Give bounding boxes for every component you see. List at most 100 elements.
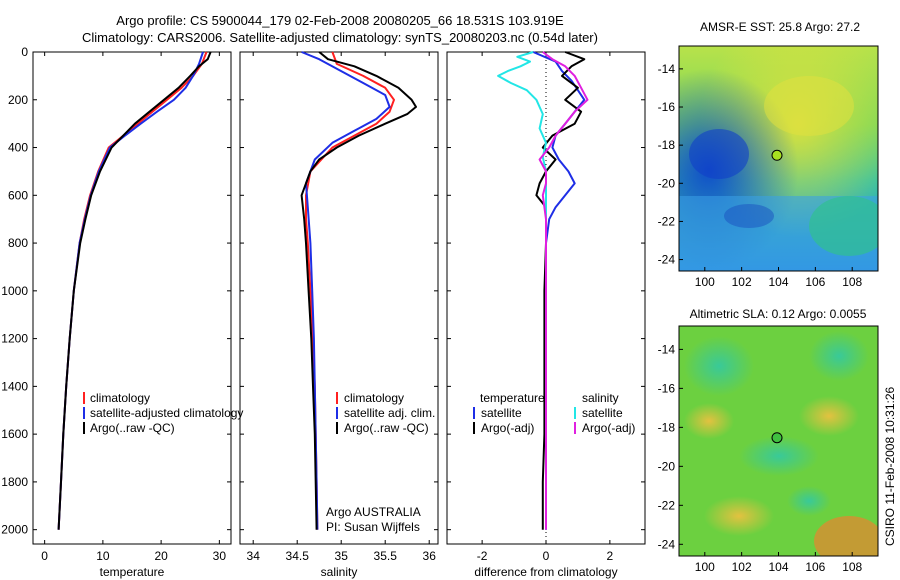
map-x-tick-label: 104 [768, 560, 788, 574]
sla-field-teal-s [787, 486, 831, 516]
side-timestamp-label: CSIRO 11-Feb-2008 10:31:26 [883, 386, 897, 546]
legend-label-satellite-adj: satellite adj. clim. [344, 406, 435, 420]
sst-map-panel: AMSR-E SST: 25.8 Argo: 27.2 100 102 104 106… [658, 20, 879, 289]
map-x-tick-label: 100 [695, 275, 715, 289]
map-y-tick-label: -24 [658, 253, 676, 267]
x-tick-label: -2 [477, 549, 488, 563]
x-axis-label: salinity [321, 565, 358, 579]
sla-field-warm-w [684, 403, 734, 439]
x-tick-label: 36 [423, 549, 437, 563]
map-x-tick-label: 106 [805, 275, 825, 289]
sla-field-warm-sw [704, 496, 774, 536]
x-tick-label: 0 [41, 549, 48, 563]
sla-map-axes: 100 102 104 106 108 -14 -16 -18 -20 -22 -24 [658, 342, 863, 574]
legend-header-salinity: salinity [582, 391, 619, 405]
sla-map-title: Altimetric SLA: 0.12 Argo: 0.0055 [690, 307, 867, 321]
x-tick-label: 20 [154, 549, 168, 563]
temperature-panel: 0 200 400 600 800 1000 1200 1400 1600 1800 2000 0 10… [1, 45, 232, 579]
x-tick-label: 34.5 [286, 549, 310, 563]
map-y-tick-label: -16 [658, 381, 676, 395]
y-tick-label: 800 [8, 236, 28, 250]
sst-map-axes: 100 102 104 106 108 -14 -16 -18 -20 -22 -24 [658, 62, 863, 289]
y-tick-label: 1000 [1, 284, 28, 298]
map-y-tick-label: -22 [658, 214, 676, 228]
x-tick-label: 0 [543, 549, 550, 563]
legend-label-argo: Argo(..raw -QC) [90, 421, 175, 435]
annotation-argo-australia: Argo AUSTRALIA [326, 505, 421, 519]
map-y-tick-label: -24 [658, 537, 676, 551]
map-y-tick-label: -22 [658, 498, 676, 512]
y-tick-label: 0 [21, 45, 28, 59]
salinity-panel: 34 34.5 35 35.5 36 salinity [239, 51, 439, 579]
legend-label-temp-argo: Argo(-adj) [481, 421, 534, 435]
series-line-argo-raw-qc [57, 51, 212, 530]
sla-field-orange-se [814, 516, 878, 556]
map-x-tick-label: 106 [805, 560, 825, 574]
legend-header-temperature: temperature [480, 391, 545, 405]
figure-title-line2: Climatology: CARS2006. Satellite-adjuste… [82, 30, 598, 45]
y-tick-label: 200 [8, 93, 28, 107]
y-tick-label: 2000 [1, 523, 28, 537]
map-x-tick-label: 108 [842, 560, 862, 574]
x-axis-label: difference from climatology [474, 565, 617, 579]
map-y-tick-label: -20 [658, 176, 676, 190]
legend-label-satellite-adjusted: satellite-adjusted climatology [90, 406, 243, 420]
legend-label-climatology: climatology [344, 391, 404, 405]
y-tick-label: 1400 [1, 379, 28, 393]
map-y-tick-label: -18 [658, 420, 676, 434]
x-tick-label: 30 [213, 549, 227, 563]
plot-frame [239, 51, 439, 545]
sla-map-field [679, 326, 878, 556]
figure-title-line1: Argo profile: CS 5900044_179 02-Feb-2008… [116, 13, 564, 28]
legend-label-temp-satellite: satellite [481, 406, 522, 420]
legend-label-argo: Argo(..raw -QC) [344, 421, 429, 435]
x-axis-label: temperature [100, 565, 165, 579]
salinity-legend: climatology satellite adj. clim. Argo(..… [326, 391, 435, 534]
y-tick-label: 1600 [1, 427, 28, 441]
series-line-argo-raw-qc [300, 51, 417, 530]
map-x-tick-label: 108 [842, 275, 862, 289]
sst-map-title: AMSR-E SST: 25.8 Argo: 27.2 [700, 20, 860, 34]
difference-legend: temperature salinity satellite Argo(-adj… [473, 391, 635, 435]
sst-field-cold-core [689, 129, 749, 179]
sst-field-warm-core [764, 76, 854, 136]
sla-field-teal-ne [809, 331, 869, 381]
plot-frame [32, 51, 232, 545]
sst-map-field [679, 46, 878, 271]
sla-map-panel: Altimetric SLA: 0.12 Argo: 0.0055 100 102… [658, 307, 879, 574]
map-x-tick-label: 102 [732, 275, 752, 289]
map-y-tick-label: -14 [658, 342, 676, 356]
sst-field-cold-patch [724, 204, 774, 228]
map-y-tick-label: -18 [658, 138, 676, 152]
x-tick-label: 35.5 [374, 549, 398, 563]
annotation-pi: PI: Susan Wijffels [326, 520, 420, 534]
temperature-legend: climatology satellite-adjusted climatolo… [83, 391, 243, 435]
legend-label-climatology: climatology [90, 391, 150, 405]
y-tick-label: 1800 [1, 475, 28, 489]
series-line-salinity-argo-adj [538, 51, 589, 530]
legend-label-sal-satellite: satellite [582, 406, 623, 420]
x-tick-label: 2 [607, 549, 614, 563]
legend-label-sal-argo: Argo(-adj) [582, 421, 635, 435]
difference-panel: -2 0 2 difference from climatology [446, 51, 646, 579]
y-tick-label: 600 [8, 188, 28, 202]
sst-field-east [809, 196, 878, 256]
map-x-tick-label: 104 [768, 275, 788, 289]
sla-field-teal-mid [739, 436, 819, 476]
y-tick-label: 1200 [1, 332, 28, 346]
sla-field-warm-e [799, 396, 859, 436]
x-tick-label: 10 [96, 549, 110, 563]
map-y-tick-label: -14 [658, 62, 676, 76]
map-x-tick-label: 102 [732, 560, 752, 574]
x-tick-label: 35 [335, 549, 349, 563]
map-y-tick-label: -20 [658, 459, 676, 473]
y-tick-label: 400 [8, 141, 28, 155]
sst-argo-marker [771, 149, 783, 161]
series-line-satellite-adj-clim [301, 51, 391, 530]
x-tick-label: 34 [247, 549, 261, 563]
sla-field-teal-nw [684, 336, 754, 396]
map-y-tick-label: -16 [658, 100, 676, 114]
map-x-tick-label: 100 [695, 560, 715, 574]
sla-argo-marker [771, 432, 783, 444]
